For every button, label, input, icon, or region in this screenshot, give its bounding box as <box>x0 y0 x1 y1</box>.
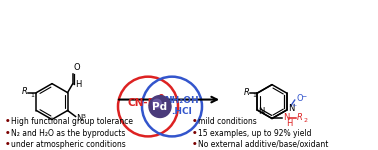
Text: •: • <box>5 140 11 149</box>
Text: Pd: Pd <box>152 102 167 112</box>
Text: N₂ and H₂O as the byproducts: N₂ and H₂O as the byproducts <box>11 129 125 138</box>
Text: 1: 1 <box>30 93 34 98</box>
Text: O: O <box>297 94 304 103</box>
Text: R: R <box>22 87 28 96</box>
Text: N: N <box>258 106 265 116</box>
Text: •: • <box>192 117 198 126</box>
Text: •: • <box>5 129 11 138</box>
Text: +: + <box>292 103 297 108</box>
Text: 15 examples, up to 92% yield: 15 examples, up to 92% yield <box>198 129 311 138</box>
Text: N: N <box>283 113 290 122</box>
Text: −: − <box>302 94 307 99</box>
Text: •: • <box>192 129 198 138</box>
Text: H: H <box>286 119 292 128</box>
Text: CN-R: CN-R <box>128 98 156 108</box>
Text: 3: 3 <box>82 114 85 119</box>
Text: High functional group tolerance: High functional group tolerance <box>11 117 133 126</box>
Text: •: • <box>192 140 198 149</box>
Circle shape <box>149 96 171 117</box>
Text: 2: 2 <box>158 94 163 103</box>
Text: O: O <box>74 63 80 72</box>
Text: R: R <box>297 113 303 122</box>
Text: 1: 1 <box>252 93 256 98</box>
Text: •: • <box>5 117 11 126</box>
Text: No external additive/base/oxidant: No external additive/base/oxidant <box>198 140 328 149</box>
Circle shape <box>153 99 161 108</box>
Text: .HCl: .HCl <box>170 107 191 116</box>
Text: N: N <box>288 103 294 112</box>
Text: H: H <box>76 80 82 89</box>
Text: R: R <box>243 88 249 97</box>
Text: N: N <box>77 114 83 123</box>
Text: mild conditions: mild conditions <box>198 117 257 126</box>
Text: under atmospheric conditions: under atmospheric conditions <box>11 140 126 149</box>
Text: 2: 2 <box>303 118 307 123</box>
Text: NH₂OH: NH₂OH <box>164 96 198 105</box>
